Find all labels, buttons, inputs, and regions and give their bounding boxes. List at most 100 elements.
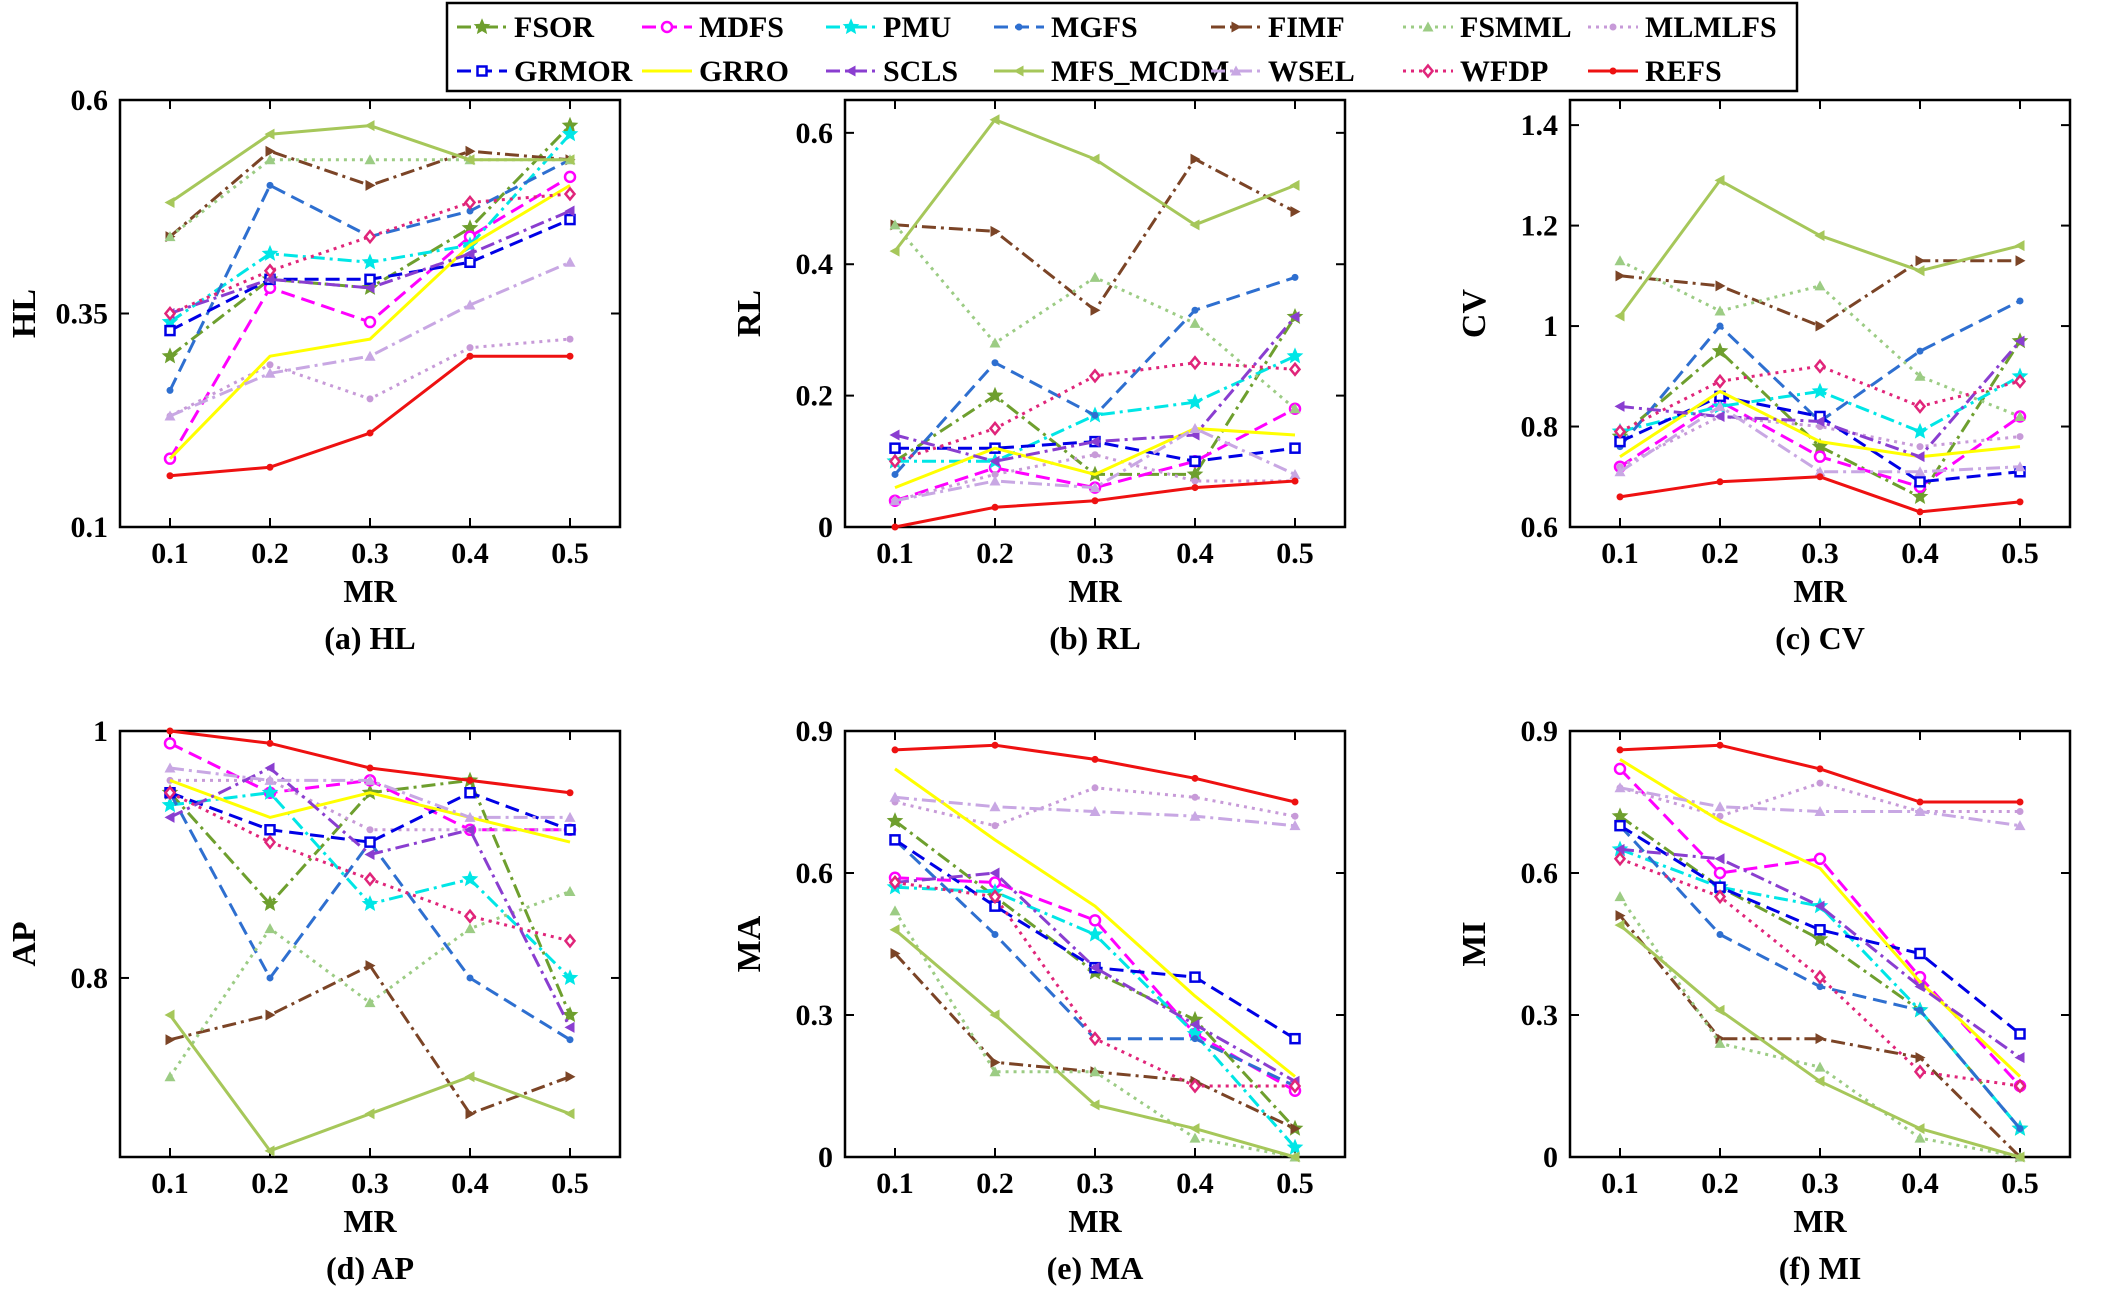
y-tick-label: 0.9 [1521,715,1559,748]
data-point-scls [364,282,375,294]
data-point-wsel [989,475,1001,486]
data-point-wsel [889,495,901,506]
data-point-mgfs [991,359,999,367]
data-point-refs [1716,478,1724,486]
data-point-fsor [986,386,1004,403]
data-point-grmor [1614,819,1626,832]
data-point-mfs-mcdm [264,1145,275,1157]
data-point-fsmml [364,154,376,165]
x-axis-label: MR [343,573,397,609]
data-point-scls [564,205,575,217]
series-line-fimf [1618,914,2022,1159]
data-point-mgfs [1291,273,1299,281]
y-tick-label: 1.2 [1521,210,1559,243]
y-tick-label: 0.8 [71,962,109,995]
legend-item-wsel: WSEL [1211,55,1355,88]
data-point-fsor [1911,488,1929,504]
data-point-scls [2014,335,2025,347]
data-point-mfs-mcdm [1289,179,1300,191]
data-point-mlmlfs [1291,812,1299,820]
data-point-scls [1614,400,1625,412]
data-point-wfdp [888,453,902,469]
legend-label-pmu: PMU [883,11,951,44]
legend-item-mfs-mcdm: MFS_MCDM [994,55,1229,88]
data-point-fsor [1811,437,1829,454]
data-point-scls [1914,981,1925,993]
y-tick-label: 0 [818,1141,833,1174]
data-point-fimf [990,225,1001,237]
data-point-grmor [564,213,576,226]
legend-label-fimf: FIMF [1268,11,1345,44]
data-point-mfs-mcdm [364,120,375,132]
data-point-wsel [2014,461,2026,472]
data-point-pmu [1286,347,1304,364]
legend-marker-fsor [473,18,491,35]
data-point-mlmlfs [1091,784,1099,792]
data-point-wsel [1614,782,1626,793]
y-tick-label: 0.6 [71,84,109,117]
data-point-scls [2014,1052,2025,1064]
data-point-mgfs [1916,347,1924,355]
data-point-fimf [465,1108,476,1120]
data-point-mlmlfs [566,335,574,343]
data-point-wsel [264,367,276,378]
data-point-wfdp [263,263,277,279]
series-line-grro [894,427,1296,489]
data-point-wfdp [463,908,477,924]
data-point-mlmlfs [2016,433,2024,441]
data-point-wfdp [1713,889,1727,905]
data-point-wsel [1814,805,1826,816]
data-point-wsel [564,811,576,822]
legend-marker-scls [845,65,856,77]
data-point-wsel [1914,805,1926,816]
data-point-wfdp [1088,1031,1102,1047]
legend-item-mdfs: MDFS [642,11,784,44]
data-point-mlmlfs [366,395,374,403]
data-point-wsel [164,410,176,421]
data-point-wfdp [163,785,177,801]
legend-marker-mlmlfs [1609,23,1617,31]
data-point-mfs-mcdm [1289,1151,1300,1163]
legend-marker-wfdp [1421,63,1435,79]
data-point-wsel [989,801,1001,812]
plot-area [1568,98,2072,529]
data-point-fsmml [164,1071,176,1082]
legend-marker-fimf [1231,21,1242,33]
data-point-scls [1714,410,1725,422]
x-tick-label: 0.5 [551,537,589,570]
data-point-mgfs [566,1036,574,1044]
data-point-mfs-mcdm [264,128,275,140]
data-point-wsel [1614,466,1626,477]
data-point-wfdp [463,195,477,210]
data-point-fsor [886,812,904,829]
legend-label-wfdp: WFDP [1460,55,1548,88]
series-line-scls [894,871,1296,1083]
data-point-wfdp [1088,368,1102,384]
data-point-scls [1189,1018,1200,1030]
data-point-fimf [890,947,901,959]
data-point-scls [464,824,475,836]
data-point-fsmml [1189,1132,1201,1143]
data-point-fsmml [1814,280,1826,291]
data-point-fimf [365,960,376,972]
data-point-fsor [1711,342,1729,359]
data-point-wsel [1714,400,1726,411]
data-point-wsel [1089,482,1101,493]
data-point-pmu [1186,393,1204,410]
data-point-mdfs [563,170,577,184]
data-point-mfs-mcdm [1714,174,1725,186]
data-point-mfs-mcdm [1914,265,1925,277]
data-point-mgfs [466,974,474,982]
data-point-wsel [364,350,376,361]
data-point-mgfs [1191,1035,1199,1043]
series-group [1611,174,2029,516]
y-axis-label: RL [731,290,768,337]
data-point-mgfs [1816,983,1824,991]
data-point-wfdp [263,834,277,850]
data-point-mdfs [1713,866,1727,880]
x-tick-label: 0.4 [451,1167,489,1200]
x-tick-label: 0.3 [1801,1167,1839,1200]
legend-marker-mdfs [660,20,674,34]
x-tick-label: 0.1 [876,1167,914,1200]
data-point-mfs-mcdm [989,1009,1000,1021]
